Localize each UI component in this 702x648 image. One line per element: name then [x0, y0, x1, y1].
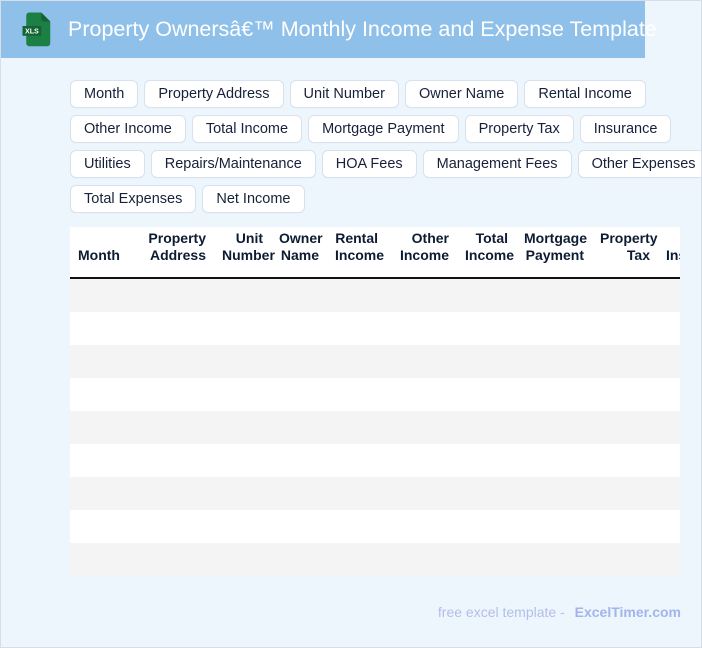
- svg-text:XLS: XLS: [25, 27, 39, 35]
